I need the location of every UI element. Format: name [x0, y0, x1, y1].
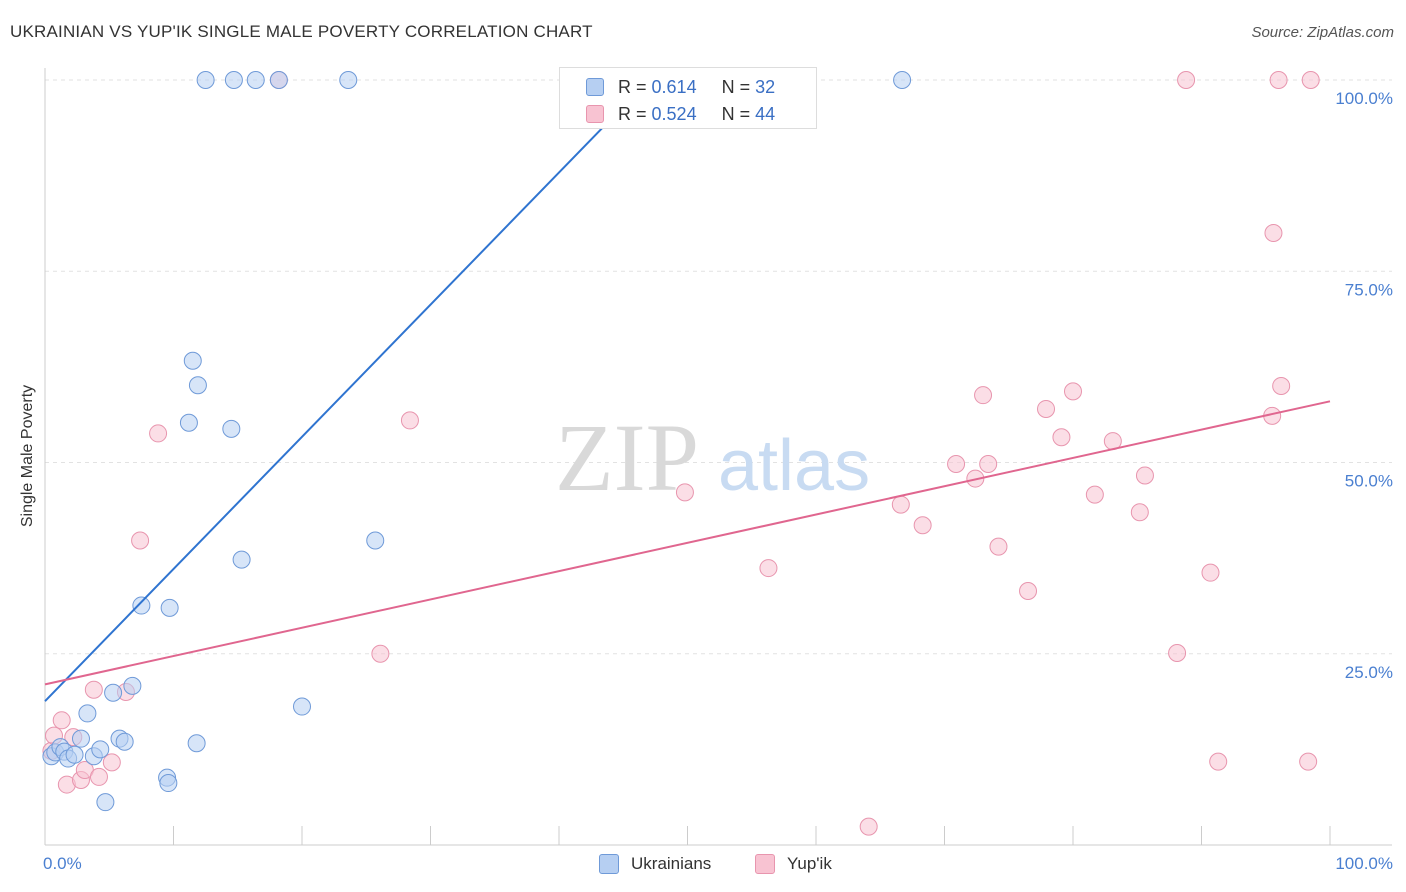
grid-lines [45, 79, 1392, 655]
ukrainians-point [188, 376, 207, 395]
ukrainians-swatch [586, 78, 604, 96]
x-tick-label-min: 0.0% [43, 854, 82, 873]
yupik-point [1177, 71, 1196, 89]
ukrainians-point [224, 71, 243, 89]
yupik-point [1201, 563, 1220, 582]
yupik-point [84, 680, 103, 699]
watermark-atlas: atlas [718, 426, 870, 506]
yupik-point [149, 424, 168, 443]
tick-labels: 25.0% 50.0% 75.0% 100.0% 0.0% 100.0% [43, 89, 1393, 873]
series-ukrainians-points [42, 71, 912, 812]
yupik-point [1135, 466, 1154, 485]
ukrainians-point [104, 683, 123, 702]
ukrainians-point [96, 793, 115, 812]
yupik-point [1301, 71, 1320, 89]
yupik-point [1130, 503, 1149, 522]
yupik-point [1037, 399, 1056, 418]
legend-n-value: 44 [755, 104, 776, 124]
y-axis-label: Single Male Poverty [19, 384, 36, 528]
legend-r-value: 0.524 [651, 104, 697, 124]
ukrainians-point [222, 419, 241, 438]
legend-r-value: 0.614 [651, 77, 697, 97]
yupik-point [1052, 428, 1071, 447]
ukrainians-point [159, 774, 178, 793]
yupik-swatch [586, 105, 604, 123]
yupik-legend-swatch [755, 854, 775, 874]
yupik-point [859, 817, 878, 836]
ukrainians-legend-label: Ukrainians [631, 854, 712, 873]
ukrainians-point [246, 71, 265, 89]
chart-title: UKRAINIAN VS YUP'IK SINGLE MALE POVERTY … [10, 22, 593, 41]
yupik-point [759, 559, 778, 578]
yupik-legend-label: Yup'ik [787, 854, 832, 873]
ukrainians-point [183, 351, 202, 370]
yupik-point [1085, 485, 1104, 504]
series-yupik-points [42, 71, 1320, 836]
axes [44, 68, 1392, 846]
chart-source: Source: ZipAtlas.com [1251, 24, 1394, 41]
yupik-point [989, 537, 1008, 556]
yupik-point [102, 753, 121, 772]
ukrainians-point [339, 71, 358, 89]
correlation-legend: R = 0.614 N = 32 R = 0.524 N = 44 [559, 67, 817, 129]
ukrainians-point [160, 598, 179, 617]
yupik-point [974, 386, 993, 405]
legend-n-value: 32 [755, 77, 776, 97]
ukrainians-point [71, 729, 90, 748]
yupik-point [1019, 582, 1038, 601]
yupik-point [979, 455, 998, 474]
yupik-point [400, 411, 419, 430]
yupik-point [131, 531, 150, 550]
yupik-point [1299, 752, 1318, 771]
ukrainians-point [65, 745, 84, 764]
ukrainians-point [366, 531, 385, 550]
ukrainians-point [179, 413, 198, 432]
yupik-point [1064, 382, 1082, 401]
ukrainians-point [78, 704, 97, 723]
watermark-zip: ZIP [555, 404, 699, 511]
yupik-point [891, 495, 910, 514]
yupik-trend-line [44, 400, 1331, 686]
yupik-point [52, 711, 71, 730]
ukrainians-point [232, 550, 251, 569]
ukrainians-point [91, 740, 110, 759]
yupik-point [1209, 752, 1228, 771]
ukrainians-trend-line [44, 79, 650, 702]
ukrainians-point [123, 676, 142, 695]
yupik-point [1269, 71, 1288, 89]
ukrainians-point [269, 71, 288, 89]
ukrainians-point [293, 697, 311, 716]
ukrainians-point [893, 71, 912, 89]
ukrainians-point [187, 734, 206, 753]
legend-r-label: R = [618, 77, 647, 97]
legend-n-label: N = [721, 104, 751, 124]
ukrainians-legend-swatch [599, 854, 619, 874]
yupik-point [675, 483, 694, 502]
trend-lines [44, 79, 1331, 702]
yupik-point [913, 516, 932, 535]
ukrainians-point [196, 71, 215, 89]
legend-r-label: R = [618, 104, 647, 124]
legend-n-label: N = [721, 77, 751, 97]
y-tick-label: 100.0% [1335, 89, 1393, 108]
y-tick-label: 25.0% [1345, 663, 1393, 682]
ukrainians-point [132, 596, 151, 615]
yupik-point [1264, 224, 1283, 242]
yupik-point [1272, 377, 1291, 395]
y-tick-label: 50.0% [1345, 472, 1393, 491]
yupik-point [89, 767, 108, 786]
yupik-point [371, 644, 390, 663]
y-tick-label: 75.0% [1345, 280, 1393, 299]
yupik-point [1168, 643, 1187, 662]
x-tick-label-max: 100.0% [1335, 854, 1393, 873]
yupik-point [947, 455, 966, 474]
ukrainians-point [115, 732, 134, 751]
